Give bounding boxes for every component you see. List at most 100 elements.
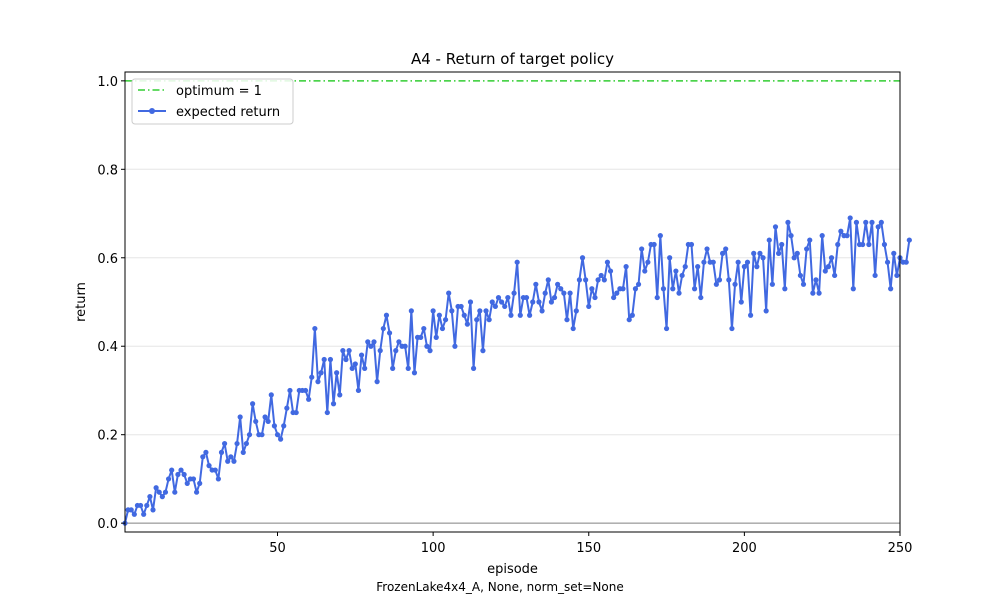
- data-point: [729, 325, 735, 332]
- data-point: [657, 233, 663, 239]
- data-point: [748, 312, 754, 318]
- data-point: [791, 255, 797, 261]
- data-point: [695, 264, 701, 270]
- data-point: [629, 312, 635, 318]
- data-point: [884, 259, 891, 265]
- x-axis-label: episode: [487, 562, 538, 577]
- data-point: [785, 219, 791, 225]
- data-point: [212, 467, 218, 473]
- data-point: [505, 294, 511, 301]
- data-point: [567, 290, 573, 296]
- data-point: [427, 348, 433, 354]
- data-point: [458, 303, 464, 310]
- data-point: [679, 272, 685, 279]
- y-tick-label: 1.0: [97, 75, 118, 90]
- data-point: [355, 387, 362, 394]
- data-point: [402, 343, 408, 349]
- data-point: [832, 272, 838, 279]
- data-point: [486, 317, 492, 323]
- data-point: [860, 241, 866, 248]
- data-point: [246, 432, 253, 438]
- y-tick-label: 0.0: [97, 517, 118, 532]
- data-point: [393, 348, 399, 354]
- data-point: [408, 308, 414, 314]
- data-point: [698, 294, 704, 301]
- data-point: [349, 365, 355, 371]
- data-point: [663, 325, 670, 332]
- data-point: [632, 286, 639, 292]
- data-point: [835, 241, 841, 248]
- data-point: [813, 277, 819, 283]
- data-point: [878, 219, 884, 225]
- data-point: [691, 286, 698, 292]
- y-axis-label: return: [74, 282, 89, 322]
- data-point: [586, 303, 592, 310]
- y-tick-label: 0.2: [97, 429, 118, 444]
- data-point: [838, 228, 844, 234]
- legend-optimum-label: optimum = 1: [176, 84, 262, 99]
- data-point: [131, 511, 137, 517]
- data-point: [477, 308, 483, 314]
- data-point: [222, 440, 228, 447]
- data-point: [203, 449, 209, 455]
- data-point: [159, 494, 165, 500]
- data-point: [810, 290, 816, 296]
- data-point: [178, 467, 184, 473]
- data-point: [128, 507, 134, 513]
- y-axis-ticks: 0.0 0.2 0.4 0.6 0.8 1.0: [97, 75, 125, 532]
- data-point: [150, 507, 156, 513]
- data-point: [265, 418, 271, 425]
- y-tick-label: 0.8: [97, 163, 118, 178]
- data-point: [321, 356, 327, 363]
- data-point: [474, 317, 480, 323]
- data-point: [872, 272, 878, 279]
- data-point: [710, 259, 716, 265]
- data-point: [172, 489, 178, 495]
- data-point: [701, 259, 707, 265]
- data-point: [312, 325, 318, 332]
- data-point: [844, 233, 850, 239]
- data-point: [141, 511, 147, 517]
- data-point: [461, 312, 467, 318]
- data-point: [828, 255, 835, 261]
- legend-series-marker: [149, 108, 155, 114]
- data-point: [558, 286, 564, 292]
- data-point: [165, 476, 172, 482]
- data-point: [891, 250, 897, 256]
- data-point: [589, 286, 595, 292]
- data-point: [564, 317, 570, 323]
- reference-lines: [125, 80, 900, 524]
- data-point: [411, 370, 418, 376]
- data-point: [259, 432, 265, 438]
- data-point: [760, 255, 766, 261]
- data-point: [499, 299, 505, 305]
- data-point: [371, 339, 377, 345]
- data-point: [794, 250, 800, 256]
- data-point: [819, 233, 825, 239]
- data-point: [545, 277, 551, 283]
- data-point: [863, 219, 869, 225]
- grid-lines: [125, 168, 900, 436]
- data-point: [769, 281, 775, 287]
- data-point: [598, 272, 604, 279]
- data-point: [315, 379, 321, 385]
- data-point: [735, 259, 741, 265]
- data-point: [536, 299, 542, 305]
- data-point: [676, 290, 682, 296]
- data-point: [446, 290, 452, 296]
- data-point: [231, 458, 237, 464]
- data-point: [847, 215, 853, 221]
- data-point: [156, 489, 162, 495]
- data-point: [287, 387, 293, 394]
- data-point: [190, 476, 197, 482]
- data-point: [561, 290, 567, 296]
- data-point: [480, 348, 486, 354]
- data-point: [147, 494, 153, 500]
- data-point: [365, 339, 371, 345]
- data-point: [517, 312, 523, 318]
- data-point: [822, 268, 828, 274]
- data-point: [766, 237, 772, 243]
- data-point: [800, 281, 807, 287]
- data-point: [334, 370, 340, 376]
